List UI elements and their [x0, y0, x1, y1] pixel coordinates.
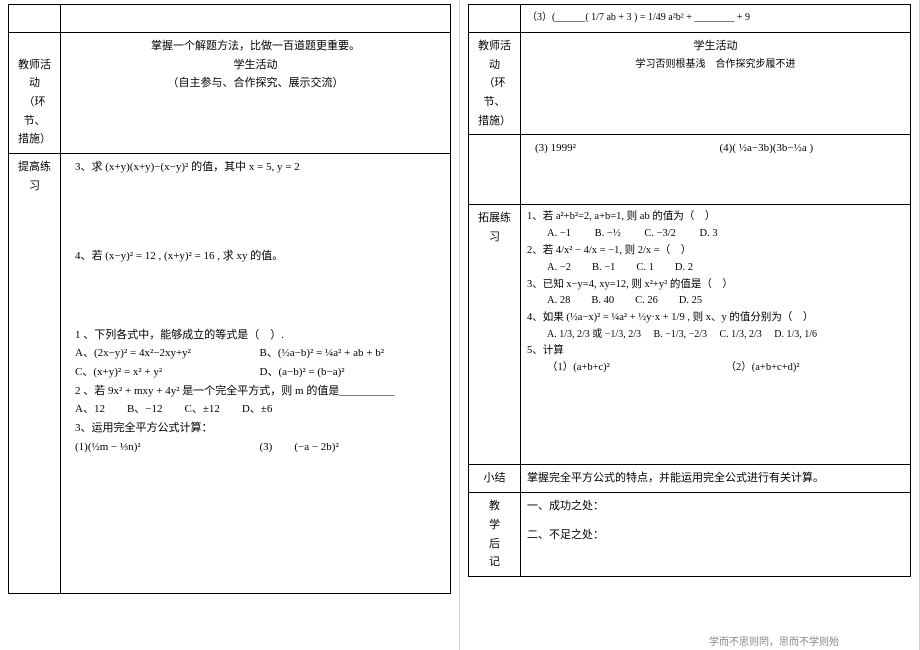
page-footer: 学而不思则罔，思而不学则殆 — [709, 633, 839, 648]
c4: (4)( ½a−3b)(3b−½a ) — [720, 139, 905, 158]
s3: 3、运用完全平方公式计算： — [67, 419, 444, 438]
s1c: C、(x+y)² = x² + y² — [75, 363, 260, 382]
right-teacher-label: 教师活动（环节、措施） — [469, 33, 521, 135]
tagline: 掌握一个解题方法，比做一百道题更重要。 — [67, 37, 444, 56]
e4c: C. 1/3, 2/3 — [720, 329, 762, 340]
e5a: （1）(a+b+c)² — [547, 360, 726, 377]
q3: 3、求 (x+y)(x+y)−(x−y)² 的值，其中 x = 5, y = 2 — [67, 158, 444, 177]
e1opts: A. −1 B. −½ C. −3/2 D. 3 — [527, 226, 904, 243]
e4a: A. 1/3, 2/3 或 −1/3, 2/3 — [547, 329, 641, 340]
page-left: 教师活动（环节、措施） 掌握一个解题方法，比做一百道题更重要。 学生活动 （自主… — [0, 0, 460, 650]
e4: 4、如果 (½a−x)² = ¼a² + ½y·x + 1/9 , 则 x、y … — [527, 310, 904, 327]
right-top-content: （3）(______( 1/7 ab + 3 ) = 1/49 a²b² + _… — [521, 5, 911, 33]
s1d: D、(a−b)² = (b−a)² — [260, 363, 445, 382]
right-cont-row: (3) 1999² (4)( ½a−3b)(3b−½a ) — [469, 135, 911, 205]
right-table: （3）(______( 1/7 ab + 3 ) = 1/49 a²b² + _… — [468, 4, 911, 577]
left-blank-head — [9, 5, 61, 33]
right-postscript-row: 教学后记 一、成功之处： 二、不足之处： — [469, 493, 911, 577]
left-blank-row — [9, 5, 451, 33]
right-expand-content: 1、若 a²+b²=2, a+b=1, 则 ab 的值为（ ） A. −1 B.… — [521, 205, 911, 465]
right-teacher-content: 学生活动 学习否则根基浅 合作探究步履不进 — [521, 33, 911, 135]
right-summary-content: 掌握完全平方公式的特点，并能运用完全公式进行有关计算。 — [521, 465, 911, 493]
right-summary-label: 小结 — [469, 465, 521, 493]
right-cont-content: (3) 1999² (4)( ½a−3b)(3b−½a ) — [521, 135, 911, 205]
student-activity-label: 学生活动 — [67, 56, 444, 75]
note-overlay: 学习否则根基浅 合作探究步履不进 — [527, 56, 904, 73]
s3b: (3) (−a − 2b)² — [260, 438, 445, 457]
formula3: （3）(______( 1/7 ab + 3 ) = 1/49 a²b² + _… — [527, 12, 750, 23]
s3-row: (1)(½m − ⅓n)² (3) (−a − 2b)² — [67, 438, 444, 457]
left-teacher-label: 教师活动（环节、措施） — [9, 33, 61, 154]
left-teacher-row: 教师活动（环节、措施） 掌握一个解题方法，比做一百道题更重要。 学生活动 （自主… — [9, 33, 451, 154]
right-expand-row: 拓展练习 1、若 a²+b²=2, a+b=1, 则 ab 的值为（ ） A. … — [469, 205, 911, 465]
e3: 3、已知 x−y=4, xy=12, 则 x²+y² 的值是（ ） — [527, 277, 904, 294]
s2: 2 、若 9x² + mxy + 4y² 是一个完全平方式，则 m 的值是___… — [67, 382, 444, 401]
s1-opts-row2: C、(x+y)² = x² + y² D、(a−b)² = (b−a)² — [67, 363, 444, 382]
right-postscript-content: 一、成功之处： 二、不足之处： — [521, 493, 911, 577]
e1: 1、若 a²+b²=2, a+b=1, 则 ab 的值为（ ） — [527, 209, 904, 226]
student-activity-sub: （自主参与、合作探究、展示交流） — [67, 74, 444, 93]
left-exercise-label: 提高练习 — [9, 154, 61, 594]
right-summary-row: 小结 掌握完全平方公式的特点，并能运用完全公式进行有关计算。 — [469, 465, 911, 493]
e4opts: A. 1/3, 2/3 或 −1/3, 2/3 B. −1/3, −2/3 C.… — [527, 327, 904, 343]
s1: 1 、下列各式中，能够成立的等式是（ ）. — [67, 326, 444, 345]
left-table: 教师活动（环节、措施） 掌握一个解题方法，比做一百道题更重要。 学生活动 （自主… — [8, 4, 451, 594]
e3opts: A. 28 B. 40 C. 26 D. 25 — [527, 293, 904, 310]
right-teacher-row: 教师活动（环节、措施） 学生活动 学习否则根基浅 合作探究步履不进 — [469, 33, 911, 135]
cont-row: (3) 1999² (4)( ½a−3b)(3b−½a ) — [527, 139, 904, 158]
ps-a: 一、成功之处： — [527, 497, 904, 516]
left-exercise-content: 3、求 (x+y)(x+y)−(x−y)² 的值，其中 x = 5, y = 2… — [61, 154, 451, 594]
left-teacher-content: 掌握一个解题方法，比做一百道题更重要。 学生活动 （自主参与、合作探究、展示交流… — [61, 33, 451, 154]
s1a: A、(2x−y)² = 4x²−2xy+y² — [75, 344, 260, 363]
e5-row: （1）(a+b+c)² （2）(a+b+c+d)² — [527, 360, 904, 377]
page-right: （3）(______( 1/7 ab + 3 ) = 1/49 a²b² + _… — [460, 0, 920, 650]
e1b: B. −½ — [595, 228, 621, 239]
ps-b: 二、不足之处： — [527, 526, 904, 545]
right-postscript-label: 教学后记 — [469, 493, 521, 577]
e2opts: A. −2 B. −1 C. 1 D. 2 — [527, 260, 904, 277]
e1d: D. 3 — [700, 228, 718, 239]
right-cont-head — [469, 135, 521, 205]
e4d: D. 1/3, 1/6 — [774, 329, 817, 340]
e5: 5、计算 — [527, 343, 904, 360]
s1b: B、(½a−b)² = ¼a² + ab + b² — [260, 344, 445, 363]
e5b: （2）(a+b+c+d)² — [726, 360, 905, 377]
right-top-row: （3）(______( 1/7 ab + 3 ) = 1/49 a²b² + _… — [469, 5, 911, 33]
left-blank-cell — [61, 5, 451, 33]
e1a: A. −1 — [547, 228, 571, 239]
e1c: C. −3/2 — [644, 228, 676, 239]
s1-opts-row1: A、(2x−y)² = 4x²−2xy+y² B、(½a−b)² = ¼a² +… — [67, 344, 444, 363]
right-expand-label: 拓展练习 — [469, 205, 521, 465]
e2: 2、若 4/x² − 4/x = −1, 则 2/x =（ ） — [527, 243, 904, 260]
right-top-head — [469, 5, 521, 33]
left-exercise-row: 提高练习 3、求 (x+y)(x+y)−(x−y)² 的值，其中 x = 5, … — [9, 154, 451, 594]
q4: 4、若 (x−y)² = 12 , (x+y)² = 16 , 求 xy 的值。 — [67, 247, 444, 266]
s3a: (1)(½m − ⅓n)² — [75, 438, 260, 457]
s2opts: A、12 B、−12 C、±12 D、±6 — [67, 400, 444, 419]
student-activity-label-r: 学生活动 — [527, 37, 904, 56]
c3: (3) 1999² — [535, 139, 720, 158]
e4b: B. −1/3, −2/3 — [653, 329, 707, 340]
